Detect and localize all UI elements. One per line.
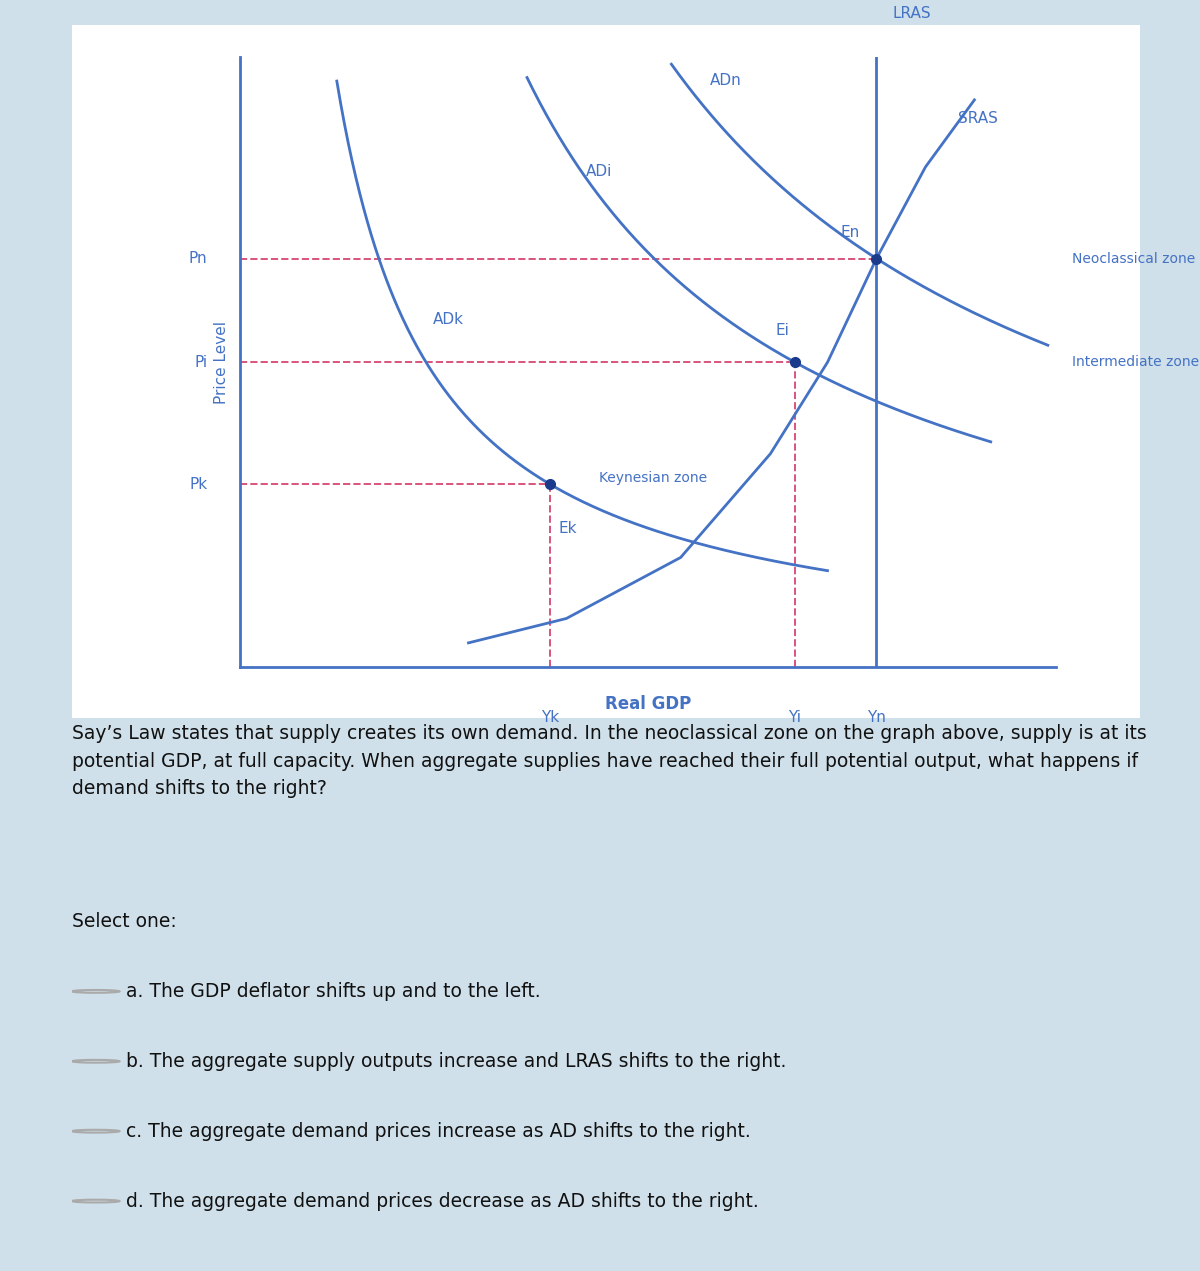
Y-axis label: Price Level: Price Level [214, 320, 229, 404]
Text: Yn: Yn [868, 710, 886, 724]
Text: Neoclassical zone: Neoclassical zone [1073, 252, 1195, 266]
Text: Yi: Yi [788, 710, 802, 724]
Text: En: En [841, 225, 860, 240]
Text: ADn: ADn [709, 72, 742, 88]
Text: c. The aggregate demand prices increase as AD shifts to the right.: c. The aggregate demand prices increase … [126, 1122, 751, 1140]
Text: b. The aggregate supply outputs increase and LRAS shifts to the right.: b. The aggregate supply outputs increase… [126, 1052, 786, 1070]
Text: Ei: Ei [775, 323, 790, 338]
Text: Keynesian zone: Keynesian zone [599, 472, 707, 486]
Text: Say’s Law states that supply creates its own demand. In the neoclassical zone on: Say’s Law states that supply creates its… [72, 724, 1147, 798]
Text: ADk: ADk [432, 311, 463, 327]
X-axis label: Real GDP: Real GDP [605, 695, 691, 713]
Text: Pn: Pn [188, 250, 208, 266]
Text: SRAS: SRAS [958, 111, 998, 126]
Text: Ek: Ek [558, 521, 577, 536]
Text: Pk: Pk [190, 477, 208, 492]
Text: d. The aggregate demand prices decrease as AD shifts to the right.: d. The aggregate demand prices decrease … [126, 1192, 758, 1210]
Text: ADi: ADi [586, 164, 612, 179]
Text: Select one:: Select one: [72, 913, 176, 932]
Text: Intermediate zone: Intermediate zone [1073, 355, 1200, 370]
Text: LRAS: LRAS [893, 5, 931, 20]
Text: Yk: Yk [541, 710, 559, 724]
Text: Pi: Pi [194, 355, 208, 370]
Text: a. The GDP deflator shifts up and to the left.: a. The GDP deflator shifts up and to the… [126, 982, 541, 1000]
